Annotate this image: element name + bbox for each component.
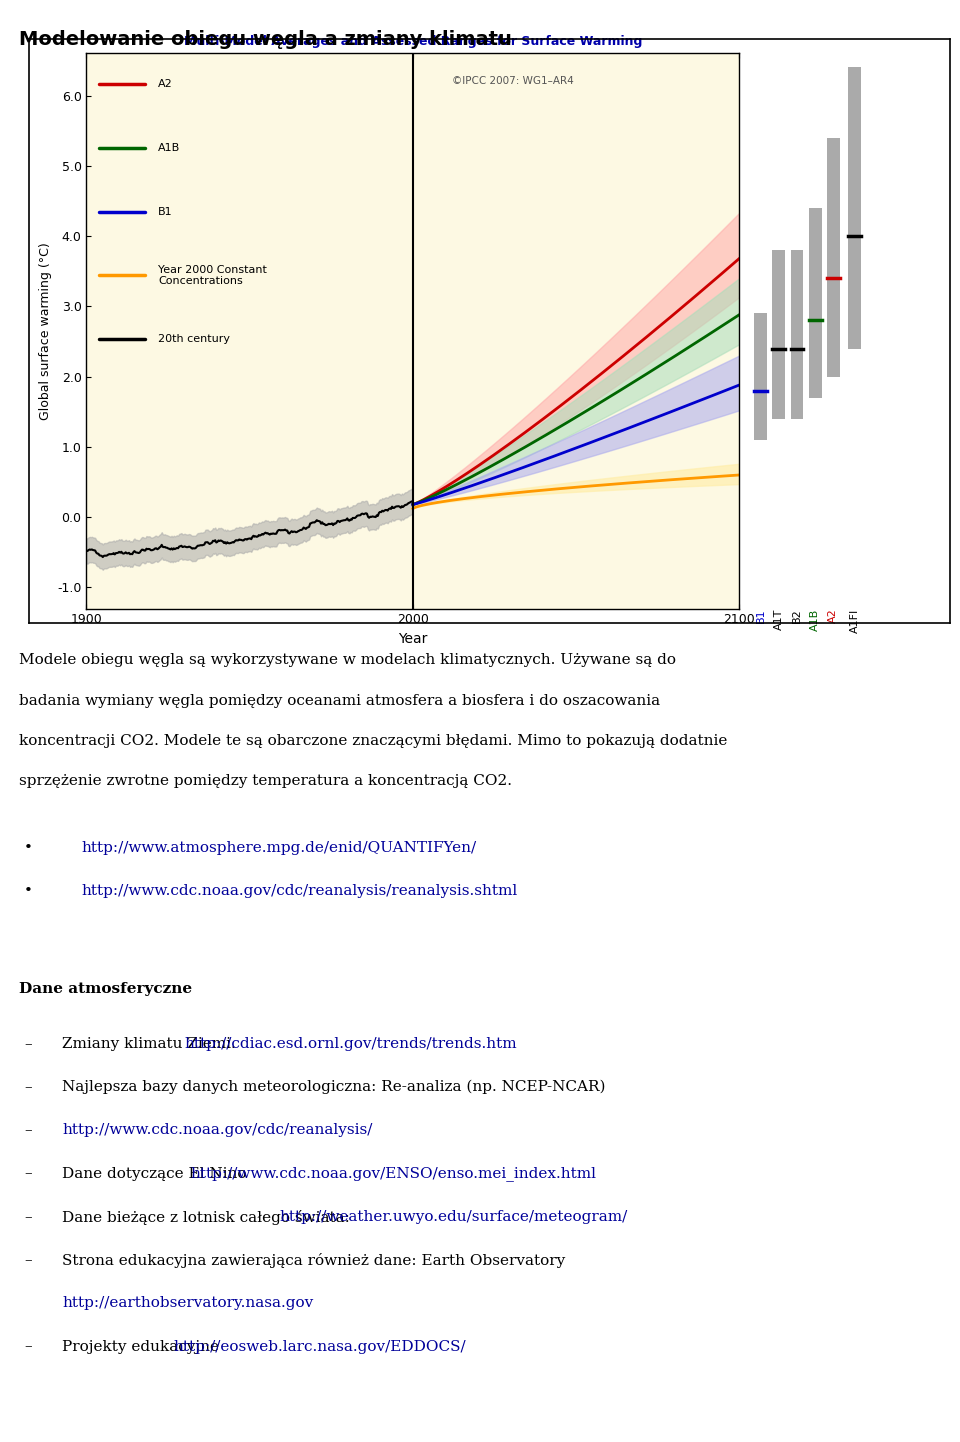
Text: http://weather.uwyo.edu/surface/meteogram/: http://weather.uwyo.edu/surface/meteogra… [279, 1210, 628, 1224]
Text: Dane bieżące z lotnisk całego świata:: Dane bieżące z lotnisk całego świata: [62, 1210, 360, 1224]
Text: –: – [24, 1210, 32, 1224]
Text: http://www.cdc.noaa.gov/ENSO/enso.mei_index.html: http://www.cdc.noaa.gov/ENSO/enso.mei_in… [190, 1167, 596, 1181]
Text: –: – [24, 1253, 32, 1268]
Text: B2: B2 [792, 609, 802, 623]
Text: http://www.atmosphere.mpg.de/enid/QUANTIFYen/: http://www.atmosphere.mpg.de/enid/QUANTI… [82, 841, 477, 855]
Text: badania wymiany węgla pomiędzy oceanami atmosfera a biosfera i do oszacowania: badania wymiany węgla pomiędzy oceanami … [19, 694, 660, 708]
Text: http://www.cdc.noaa.gov/cdc/reanalysis/: http://www.cdc.noaa.gov/cdc/reanalysis/ [62, 1123, 372, 1138]
Text: http://eosweb.larc.nasa.gov/EDDOCS/: http://eosweb.larc.nasa.gov/EDDOCS/ [174, 1340, 467, 1354]
Text: –: – [24, 1340, 32, 1354]
Text: Dane atmosferyczne: Dane atmosferyczne [19, 982, 192, 996]
Text: –: – [24, 1037, 32, 1051]
Bar [827, 137, 840, 376]
Bar [755, 313, 767, 440]
Text: http://www.cdc.noaa.gov/cdc/reanalysis/reanalysis.shtml: http://www.cdc.noaa.gov/cdc/reanalysis/r… [82, 884, 517, 898]
Text: B1: B1 [756, 609, 766, 623]
Text: Strona edukacyjna zawierająca również dane: Earth Observatory: Strona edukacyjna zawierająca również da… [62, 1253, 565, 1268]
Text: http://earthobservatory.nasa.gov: http://earthobservatory.nasa.gov [62, 1296, 314, 1311]
Text: •: • [24, 841, 33, 855]
Title: Multi-Model Averages and Assessed Ranges for Surface Warming: Multi-Model Averages and Assessed Ranges… [183, 35, 642, 48]
Bar [848, 68, 861, 349]
Text: Zmiany klimatu Ziemi.: Zmiany klimatu Ziemi. [62, 1037, 241, 1051]
Text: Najlepsza bazy danych meteorologiczna: Re-analiza (np. NCEP-NCAR): Najlepsza bazy danych meteorologiczna: R… [62, 1080, 606, 1094]
Text: A2: A2 [828, 609, 838, 623]
Y-axis label: Global surface warming (°C): Global surface warming (°C) [38, 242, 52, 420]
Text: Year 2000 Constant
Concentrations: Year 2000 Constant Concentrations [158, 265, 267, 286]
Text: 20th century: 20th century [158, 335, 230, 345]
Text: •: • [24, 884, 33, 898]
Text: –: – [24, 1080, 32, 1094]
Text: A2: A2 [158, 79, 173, 89]
Text: A1B: A1B [810, 609, 820, 630]
Text: –: – [24, 1123, 32, 1138]
Text: ©IPCC 2007: WG1–AR4: ©IPCC 2007: WG1–AR4 [452, 75, 574, 85]
Text: B1: B1 [158, 206, 173, 216]
Text: A1FI: A1FI [850, 609, 859, 633]
Text: –: – [24, 1167, 32, 1181]
X-axis label: Year: Year [398, 632, 427, 646]
Text: Projekty edukacyjne: Projekty edukacyjne [62, 1340, 225, 1354]
Bar [791, 249, 804, 418]
Text: Modele obiegu węgla są wykorzystywane w modelach klimatycznych. Używane są do: Modele obiegu węgla są wykorzystywane w … [19, 653, 676, 668]
Text: sprzężenie zwrotne pomiędzy temperatura a koncentracją CO2.: sprzężenie zwrotne pomiędzy temperatura … [19, 774, 513, 789]
Text: A1T: A1T [774, 609, 783, 630]
Text: Modelowanie obiegu węgla a zmiany klimatu: Modelowanie obiegu węgla a zmiany klimat… [19, 30, 512, 49]
Text: koncentracji CO2. Modele te są obarczone znaczącymi błędami. Mimo to pokazują do: koncentracji CO2. Modele te są obarczone… [19, 734, 728, 748]
Text: http://cdiac.esd.ornl.gov/trends/trends.htm: http://cdiac.esd.ornl.gov/trends/trends.… [185, 1037, 517, 1051]
Bar [773, 249, 785, 418]
Text: A1B: A1B [158, 143, 180, 153]
Bar [808, 208, 822, 398]
Text: Dane dotyczące El Nino: Dane dotyczące El Nino [62, 1167, 252, 1181]
